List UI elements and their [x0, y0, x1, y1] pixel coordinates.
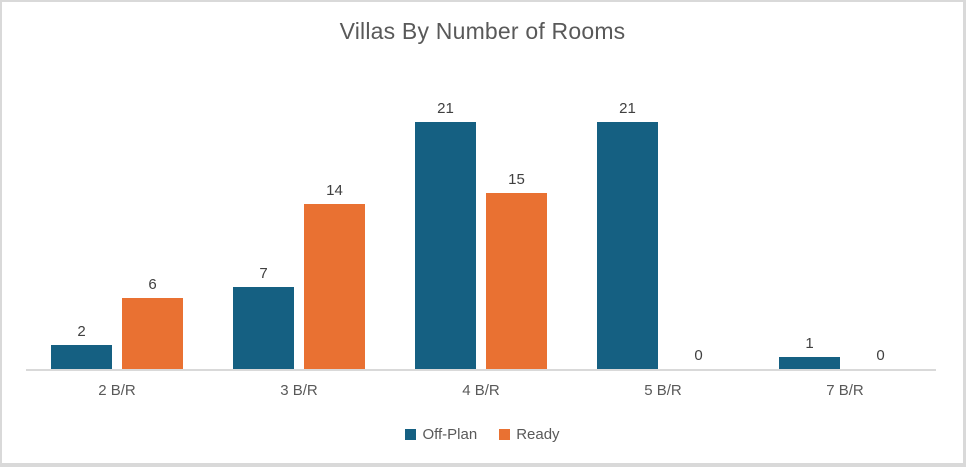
data-label-ready-3-b-r: 14 [326, 182, 343, 199]
legend: Off-Plan Ready [2, 426, 963, 443]
bar-ready-2-b-r [122, 298, 183, 369]
bar-off-plan-5-b-r [597, 122, 658, 369]
bar-slot-off-plan-7-b-r: 1 [779, 335, 840, 369]
legend-item-ready: Ready [499, 426, 560, 443]
data-label-off-plan-2-b-r: 2 [77, 323, 86, 340]
legend-label-ready: Ready [516, 426, 560, 443]
bar-slot-off-plan-2-b-r: 2 [51, 323, 112, 369]
bar-slot-off-plan-3-b-r: 7 [233, 265, 294, 369]
bar-group-5-b-r: 21 0 [597, 100, 729, 369]
chart-title: Villas By Number of Rooms [339, 18, 626, 44]
bar-off-plan-7-b-r [779, 357, 840, 369]
bar-slot-ready-7-b-r: 0 [850, 347, 911, 369]
x-axis-labels: 2 B/R 3 B/R 4 B/R 5 B/R 7 B/R [26, 382, 936, 399]
data-label-off-plan-5-b-r: 21 [619, 100, 636, 117]
category-label-2-b-r: 2 B/R [98, 382, 136, 399]
legend-label-off-plan: Off-Plan [422, 426, 478, 443]
data-label-ready-2-b-r: 6 [148, 276, 157, 293]
bar-group-3-b-r: 7 14 [233, 182, 365, 369]
bar-off-plan-4-b-r [415, 122, 476, 369]
category-label-5-b-r: 5 B/R [644, 382, 682, 399]
bar-off-plan-3-b-r [233, 287, 294, 369]
data-label-ready-5-b-r: 0 [694, 347, 703, 364]
bar-slot-off-plan-4-b-r: 21 [415, 100, 476, 369]
bar-slot-ready-3-b-r: 14 [304, 182, 365, 369]
bar-ready-3-b-r [304, 204, 365, 369]
data-label-off-plan-7-b-r: 1 [805, 335, 814, 352]
bar-group-4-b-r: 21 15 [415, 100, 547, 369]
bar-off-plan-2-b-r [51, 345, 112, 369]
bar-slot-ready-5-b-r: 0 [668, 347, 729, 369]
bar-slot-ready-4-b-r: 15 [486, 171, 547, 369]
legend-swatch-icon [499, 429, 511, 440]
category-label-7-b-r: 7 B/R [826, 382, 864, 399]
bar-slot-ready-2-b-r: 6 [122, 276, 183, 369]
plot-area: 2 6 7 14 21 15 21 0 1 0 [26, 96, 936, 371]
legend-swatch-icon [405, 429, 417, 440]
bar-slot-off-plan-5-b-r: 21 [597, 100, 658, 369]
data-label-off-plan-3-b-r: 7 [259, 265, 268, 282]
data-label-off-plan-4-b-r: 21 [437, 100, 454, 117]
data-label-ready-7-b-r: 0 [876, 347, 885, 364]
data-label-ready-4-b-r: 15 [508, 171, 525, 188]
category-label-4-b-r: 4 B/R [462, 382, 500, 399]
bar-ready-4-b-r [486, 193, 547, 369]
category-label-3-b-r: 3 B/R [280, 382, 318, 399]
legend-item-off-plan: Off-Plan [405, 426, 477, 443]
